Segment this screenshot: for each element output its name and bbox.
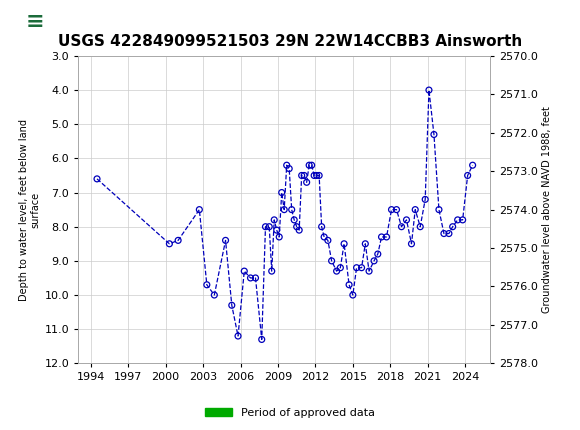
- Point: [357, 264, 366, 271]
- Bar: [194, 368, 222, 377]
- Point: [332, 267, 341, 275]
- Legend: Period of approved data: Period of approved data: [200, 403, 380, 422]
- Point: [304, 162, 314, 169]
- Point: [240, 267, 249, 275]
- Point: [361, 240, 370, 247]
- Point: [202, 281, 212, 288]
- Point: [92, 175, 101, 182]
- Point: [392, 206, 401, 213]
- Point: [233, 332, 242, 339]
- Point: [274, 233, 284, 240]
- Point: [270, 216, 279, 223]
- FancyBboxPatch shape: [6, 4, 64, 41]
- Point: [287, 206, 296, 213]
- Point: [434, 206, 444, 213]
- Point: [402, 216, 411, 223]
- Point: [251, 274, 260, 281]
- Bar: [256, 368, 484, 377]
- Point: [267, 267, 276, 275]
- Point: [257, 336, 266, 343]
- Point: [429, 131, 438, 138]
- Point: [280, 206, 289, 213]
- Point: [292, 223, 302, 230]
- Point: [323, 237, 332, 244]
- Bar: [163, 368, 172, 377]
- Point: [369, 258, 379, 264]
- Point: [382, 233, 391, 240]
- Point: [458, 216, 467, 223]
- Point: [264, 223, 274, 230]
- Point: [277, 189, 287, 196]
- Text: ≡: ≡: [26, 12, 44, 32]
- Point: [246, 274, 255, 281]
- Point: [348, 292, 357, 298]
- Point: [468, 162, 477, 169]
- Point: [314, 172, 324, 179]
- Point: [285, 165, 294, 172]
- Point: [173, 237, 183, 244]
- Point: [420, 196, 430, 203]
- Point: [317, 223, 327, 230]
- Y-axis label: Groundwater level above NAVD 1988, feet: Groundwater level above NAVD 1988, feet: [542, 106, 552, 313]
- Point: [345, 281, 354, 288]
- Point: [295, 227, 304, 233]
- Point: [407, 240, 416, 247]
- Point: [272, 227, 281, 233]
- Y-axis label: Depth to water level, feet below land
surface: Depth to water level, feet below land su…: [19, 119, 41, 301]
- Point: [210, 292, 219, 298]
- Bar: [91, 368, 103, 377]
- Point: [387, 206, 396, 213]
- Point: [411, 206, 420, 213]
- Point: [339, 240, 349, 247]
- Point: [221, 237, 230, 244]
- Point: [195, 206, 204, 213]
- Point: [453, 216, 462, 223]
- Point: [320, 233, 329, 240]
- Text: USGS 422849099521503 29N 22W14CCBB3 Ainsworth: USGS 422849099521503 29N 22W14CCBB3 Ains…: [58, 34, 522, 49]
- Point: [352, 264, 361, 271]
- Point: [310, 172, 319, 179]
- Point: [448, 223, 457, 230]
- Point: [307, 162, 316, 169]
- Point: [444, 230, 454, 237]
- Text: USGS: USGS: [87, 14, 138, 31]
- Point: [439, 230, 448, 237]
- Point: [227, 302, 237, 309]
- Point: [397, 223, 406, 230]
- Point: [299, 172, 309, 179]
- Point: [302, 179, 311, 186]
- Point: [289, 216, 299, 223]
- Point: [312, 172, 321, 179]
- Point: [336, 264, 345, 271]
- Point: [261, 223, 270, 230]
- Point: [463, 172, 472, 179]
- Point: [364, 267, 374, 275]
- Point: [416, 223, 425, 230]
- Point: [327, 258, 336, 264]
- Point: [373, 251, 382, 258]
- Point: [425, 86, 434, 93]
- Point: [165, 240, 174, 247]
- Point: [297, 172, 306, 179]
- Point: [282, 162, 291, 169]
- Point: [377, 233, 386, 240]
